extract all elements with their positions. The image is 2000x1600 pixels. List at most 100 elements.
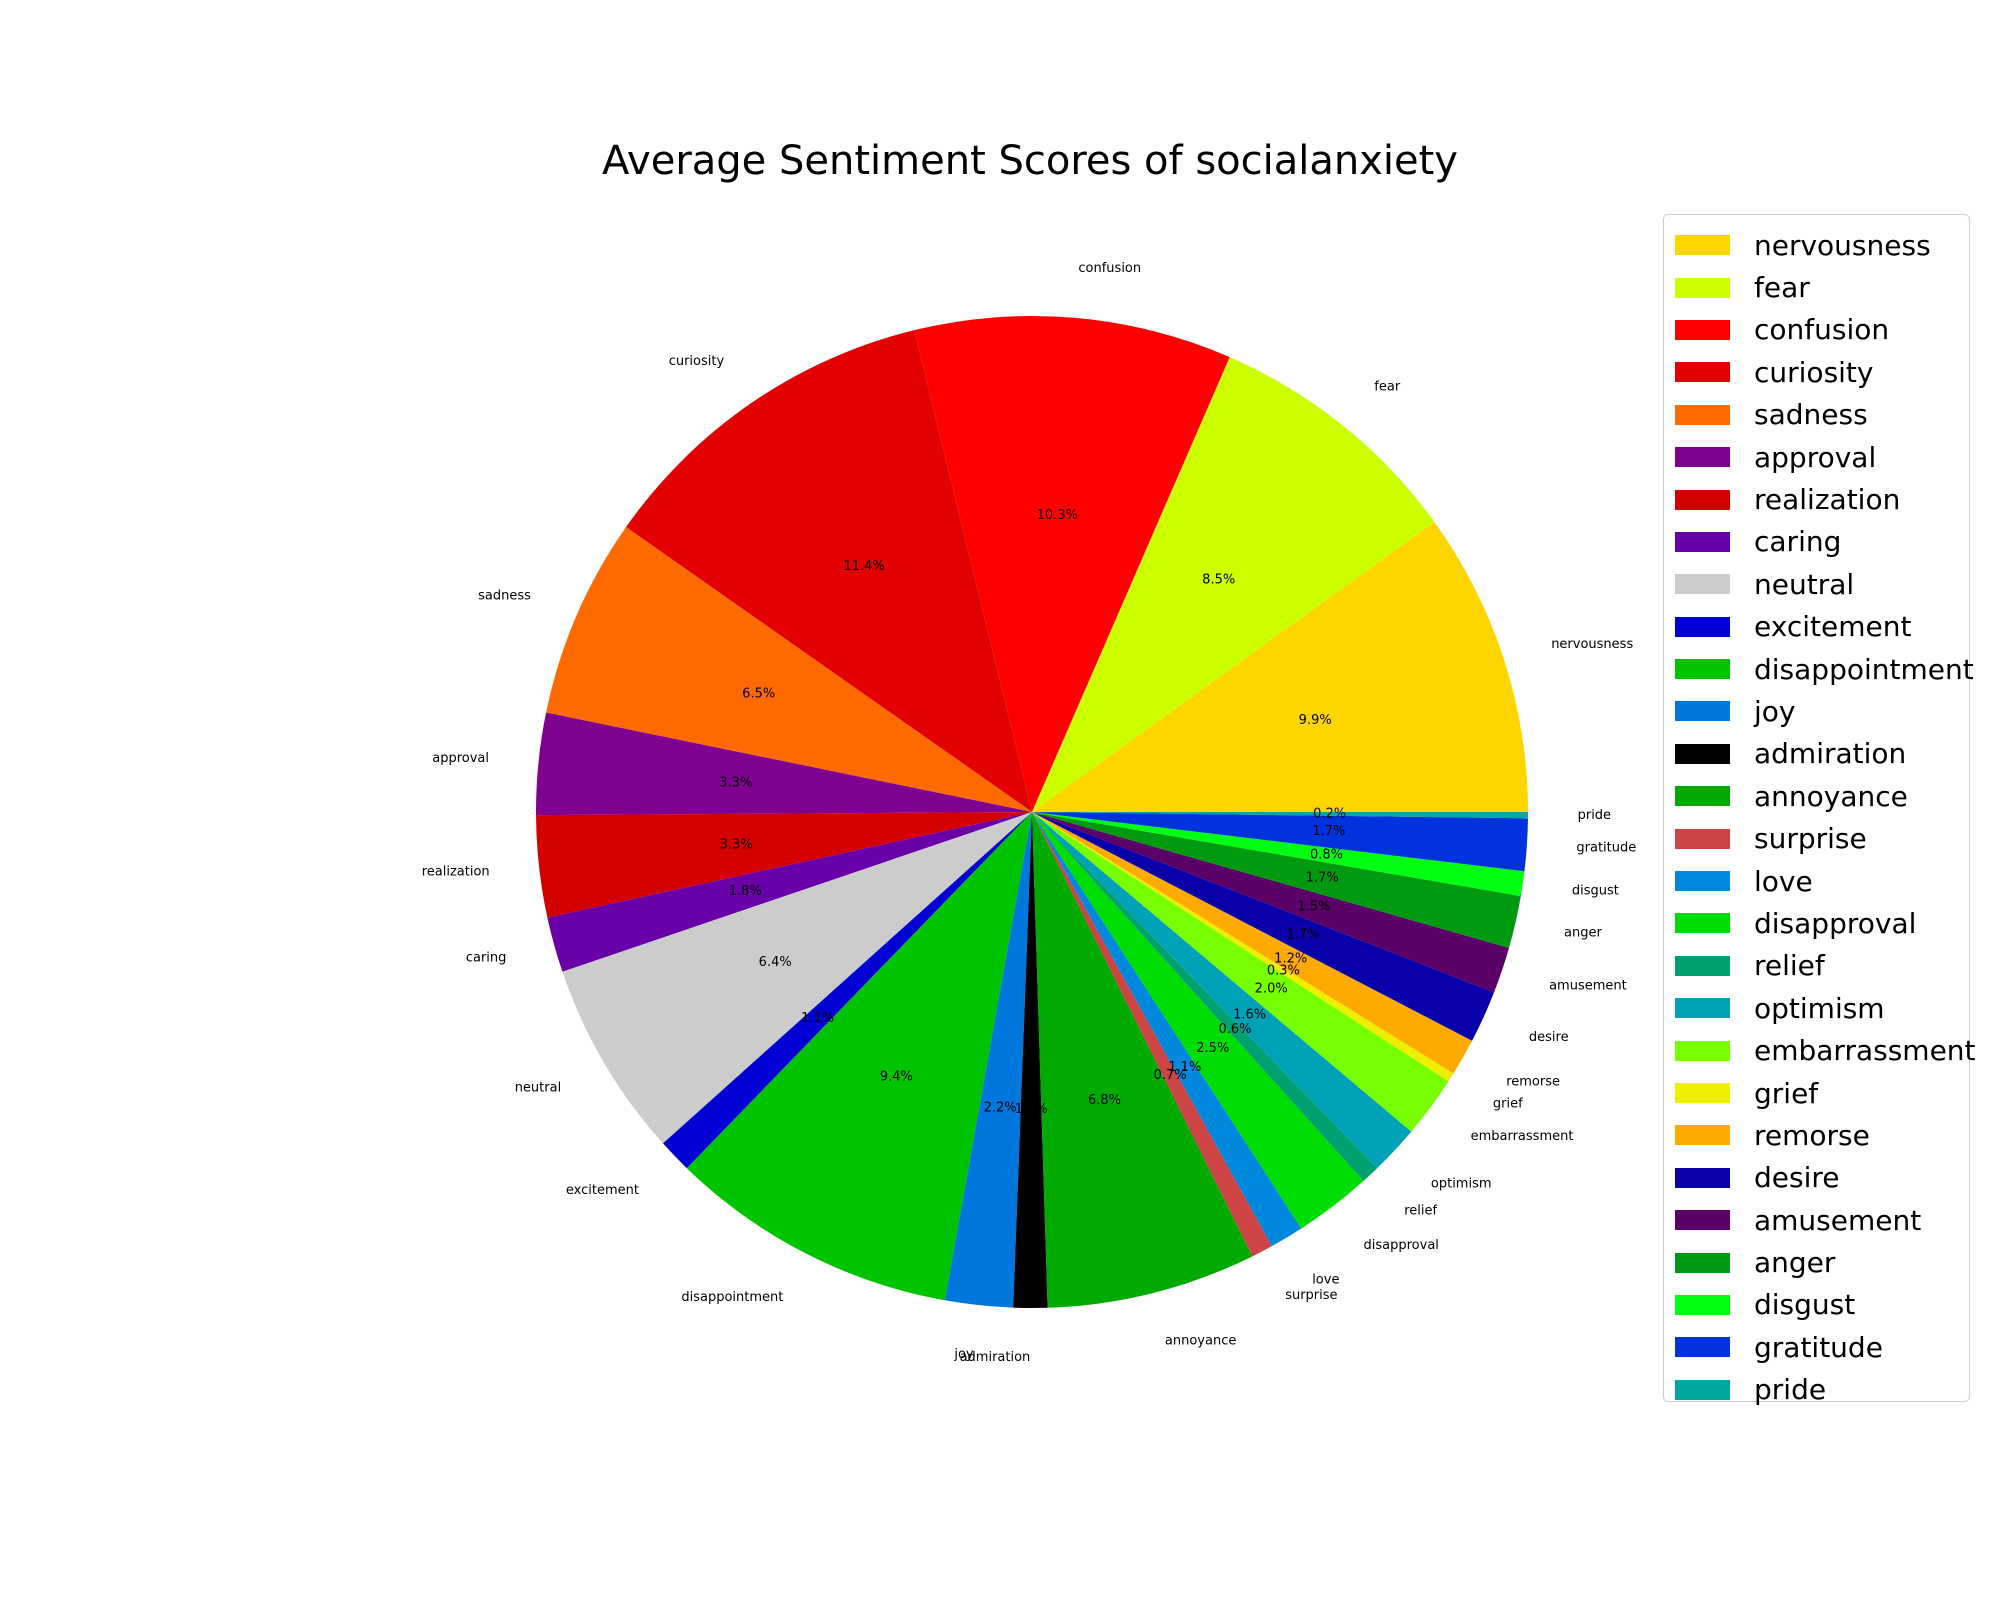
legend-label: caring bbox=[1754, 525, 1842, 559]
slice-label-disgust: disgust bbox=[1572, 883, 1619, 898]
legend-swatch bbox=[1675, 955, 1730, 976]
pie-slice-labels: nervousness fear confusion curiosity sadness… bbox=[422, 261, 1637, 1365]
legend-label: desire bbox=[1754, 1161, 1840, 1195]
legend-item-joy: joy bbox=[1664, 690, 1969, 732]
slice-label-sadness: sadness bbox=[478, 589, 531, 604]
legend-swatch bbox=[1675, 871, 1730, 892]
legend-label: confusion bbox=[1754, 313, 1890, 347]
pie-slice-sadness bbox=[546, 527, 1032, 812]
slice-label-pride: pride bbox=[1578, 808, 1611, 823]
pie-slice-grief bbox=[1032, 812, 1454, 1082]
slice-label-admiration: admiration bbox=[960, 1350, 1031, 1365]
legend-label: curiosity bbox=[1754, 355, 1874, 389]
legend-swatch bbox=[1675, 1337, 1730, 1358]
legend-swatch bbox=[1675, 659, 1730, 680]
pie-slice-love bbox=[1032, 812, 1302, 1247]
pie-slice-admiration bbox=[1013, 812, 1048, 1308]
pct-label-pride: 0.2% bbox=[1313, 806, 1346, 821]
legend-swatch bbox=[1675, 743, 1730, 764]
legend-swatch bbox=[1675, 828, 1730, 849]
pct-label-love: 1.1% bbox=[1168, 1060, 1201, 1075]
legend-label: disappointment bbox=[1754, 652, 1974, 686]
slice-label-surprise: surprise bbox=[1285, 1288, 1337, 1303]
legend-swatch bbox=[1675, 404, 1730, 425]
legend-item-relief: relief bbox=[1664, 945, 1969, 987]
legend-label: joy bbox=[1754, 694, 1796, 728]
pie-slice-nervousness bbox=[1032, 521, 1528, 812]
slice-label-joy: joy bbox=[953, 1347, 974, 1362]
slice-label-caring: caring bbox=[466, 951, 507, 966]
legend-swatch bbox=[1675, 1294, 1730, 1315]
pie-slices bbox=[536, 315, 1528, 1308]
slice-label-approval: approval bbox=[432, 751, 489, 766]
legend-item-admiration: admiration bbox=[1664, 733, 1969, 775]
legend-label: love bbox=[1754, 864, 1813, 898]
legend-item-embarrassment: embarrassment bbox=[1664, 1029, 1976, 1071]
slice-label-anger: anger bbox=[1564, 926, 1602, 941]
legend-label: fear bbox=[1754, 271, 1810, 305]
pct-label-amusement: 1.5% bbox=[1297, 900, 1330, 915]
slice-label-remorse: remorse bbox=[1506, 1074, 1560, 1089]
slice-label-grief: grief bbox=[1493, 1096, 1523, 1111]
slice-label-realization: realization bbox=[422, 865, 490, 880]
legend-swatch bbox=[1675, 701, 1730, 722]
slice-label-confusion: confusion bbox=[1078, 261, 1141, 276]
legend-item-optimism: optimism bbox=[1664, 987, 1969, 1029]
legend-item-confusion: confusion bbox=[1664, 309, 1969, 351]
slice-label-annoyance: annoyance bbox=[1165, 1334, 1236, 1349]
pie-slice-disappointment bbox=[686, 812, 1032, 1301]
pie-slice-curiosity bbox=[626, 330, 1032, 812]
slice-label-disappointment: disappointment bbox=[681, 1290, 783, 1305]
legend-label: sadness bbox=[1754, 398, 1868, 432]
pie-slice-anger bbox=[1032, 812, 1521, 948]
legend-label: anger bbox=[1754, 1246, 1836, 1280]
chart-title: Average Sentiment Scores of socialanxiet… bbox=[602, 138, 1458, 184]
slice-label-curiosity: curiosity bbox=[669, 354, 725, 369]
slice-label-nervousness: nervousness bbox=[1551, 637, 1633, 652]
slice-label-love: love bbox=[1312, 1273, 1339, 1288]
legend-swatch bbox=[1675, 786, 1730, 807]
legend-swatch bbox=[1675, 1040, 1730, 1061]
pct-label-nervousness: 9.9% bbox=[1299, 713, 1332, 728]
pie-slice-approval bbox=[536, 712, 1032, 816]
pie-slice-relief bbox=[1032, 812, 1378, 1182]
pie-slice-disapproval bbox=[1032, 812, 1364, 1229]
pct-label-annoyance: 6.8% bbox=[1088, 1093, 1121, 1108]
legend-swatch bbox=[1675, 1210, 1730, 1231]
legend-swatch bbox=[1675, 531, 1730, 552]
legend-item-amusement: amusement bbox=[1664, 1199, 1969, 1241]
legend-label: nervousness bbox=[1754, 228, 1931, 262]
pct-label-admiration: 1.1% bbox=[1015, 1102, 1048, 1117]
pct-label-confusion: 10.3% bbox=[1037, 508, 1078, 523]
legend-item-remorse: remorse bbox=[1664, 1114, 1969, 1156]
pie-slice-gratitude bbox=[1032, 812, 1528, 872]
slice-label-amusement: amusement bbox=[1549, 979, 1627, 994]
legend-item-disapproval: disapproval bbox=[1664, 902, 1969, 944]
legend-label: remorse bbox=[1754, 1118, 1870, 1152]
pie-slice-disgust bbox=[1032, 812, 1525, 897]
legend-label: annoyance bbox=[1754, 779, 1908, 813]
pct-label-remorse: 1.2% bbox=[1274, 952, 1307, 967]
pct-label-surprise: 0.7% bbox=[1154, 1068, 1187, 1083]
pie-slice-pride bbox=[1032, 812, 1528, 819]
pct-label-caring: 1.8% bbox=[729, 884, 762, 899]
legend-item-love: love bbox=[1664, 860, 1969, 902]
legend-label: excitement bbox=[1754, 610, 1912, 644]
legend-item-annoyance: annoyance bbox=[1664, 775, 1969, 817]
legend-item-anger: anger bbox=[1664, 1241, 1969, 1283]
pct-label-disappointment: 9.4% bbox=[880, 1069, 913, 1084]
pct-label-excitement: 1.1% bbox=[801, 1011, 834, 1026]
pie-slice-excitement bbox=[662, 812, 1032, 1169]
pie-slice-realization bbox=[536, 812, 1032, 918]
pct-label-desire: 1.7% bbox=[1286, 927, 1319, 942]
slice-label-disapproval: disapproval bbox=[1364, 1238, 1439, 1253]
legend-swatch bbox=[1675, 1083, 1730, 1103]
pie-slice-amusement bbox=[1032, 812, 1510, 993]
legend-item-curiosity: curiosity bbox=[1664, 351, 1969, 393]
slice-label-desire: desire bbox=[1529, 1030, 1569, 1045]
legend-item-surprise: surprise bbox=[1664, 817, 1969, 859]
pct-label-fear: 8.5% bbox=[1202, 573, 1235, 588]
pct-label-grief: 0.3% bbox=[1267, 964, 1300, 979]
slice-label-fear: fear bbox=[1374, 380, 1401, 395]
slice-label-optimism: optimism bbox=[1431, 1177, 1492, 1192]
